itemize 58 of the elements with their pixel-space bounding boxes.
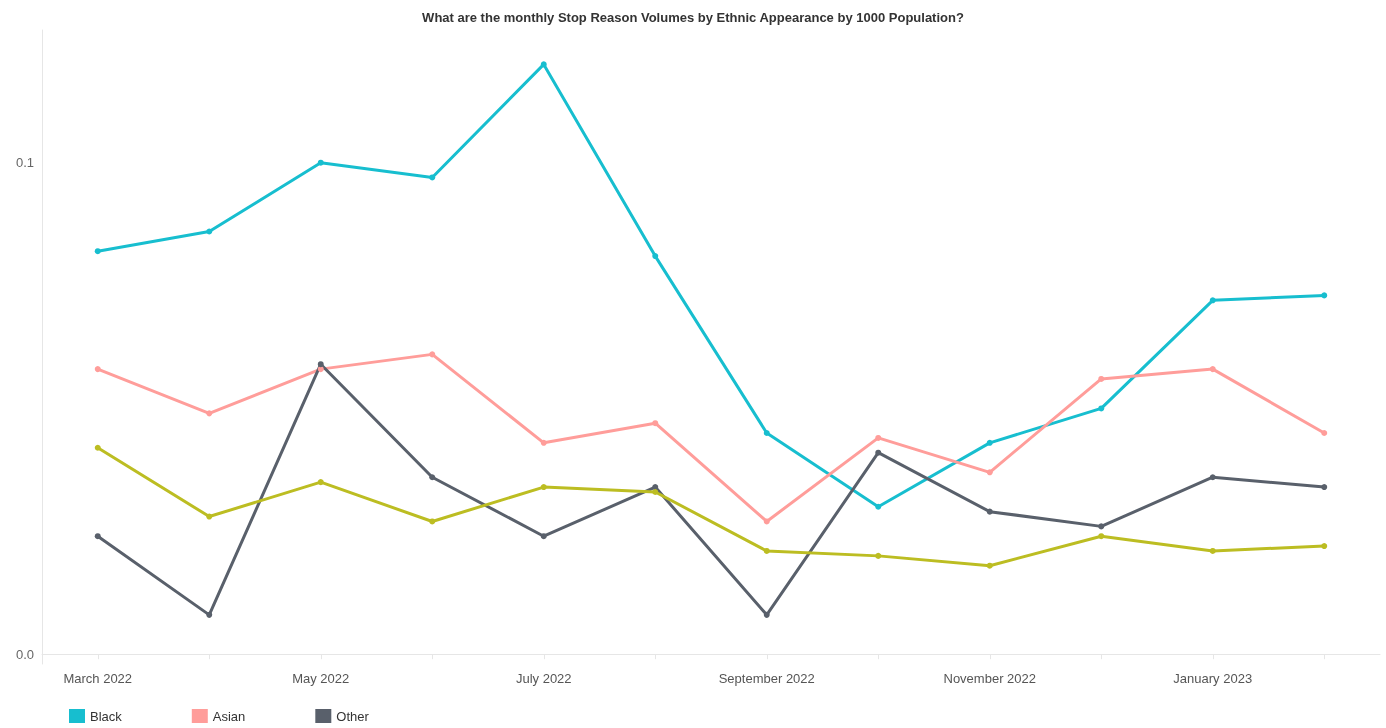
point xyxy=(1321,430,1328,437)
point xyxy=(875,503,882,510)
point xyxy=(429,351,436,358)
point xyxy=(317,479,324,486)
point xyxy=(875,434,882,441)
point xyxy=(94,533,101,540)
point xyxy=(986,508,993,515)
point xyxy=(1098,533,1105,540)
chart-title: What are the monthly Stop Reason Volumes by Ethnic Appearance by 1000 Population? xyxy=(422,10,964,25)
point xyxy=(94,366,101,373)
point xyxy=(1209,297,1216,304)
point xyxy=(763,611,770,618)
point xyxy=(763,430,770,437)
point xyxy=(875,449,882,456)
legend-label: Asian xyxy=(212,708,246,724)
point xyxy=(763,547,770,554)
x-tick-label: September 2022 xyxy=(718,671,815,686)
point xyxy=(1321,292,1328,299)
point xyxy=(317,159,324,166)
point xyxy=(1098,375,1105,382)
point xyxy=(206,228,213,235)
x-tick-label: March 2022 xyxy=(63,671,133,686)
point xyxy=(429,174,436,181)
point xyxy=(986,562,993,569)
x-tick-label: July 2022 xyxy=(515,671,572,686)
point xyxy=(986,469,993,476)
point xyxy=(1321,543,1328,550)
y-tick-label: 0.0 xyxy=(15,646,34,662)
point xyxy=(94,444,101,451)
point xyxy=(429,474,436,481)
point xyxy=(206,513,213,520)
point xyxy=(652,253,659,260)
point xyxy=(652,420,659,427)
point xyxy=(429,518,436,525)
point xyxy=(986,439,993,446)
point xyxy=(540,533,547,540)
y-tick-label: 0.1 xyxy=(15,155,34,171)
point xyxy=(1098,523,1105,530)
point xyxy=(1098,405,1105,412)
point xyxy=(317,361,324,368)
point xyxy=(1321,484,1328,491)
x-tick-label: May 2022 xyxy=(292,671,350,686)
x-tick-label: January 2023 xyxy=(1173,671,1253,686)
point xyxy=(652,488,659,495)
legend-label: Black xyxy=(90,708,123,724)
point xyxy=(1209,547,1216,554)
point xyxy=(540,484,547,491)
x-tick-label: November 2022 xyxy=(943,671,1036,686)
point xyxy=(1209,366,1216,373)
point xyxy=(94,248,101,255)
point xyxy=(540,439,547,446)
point xyxy=(206,611,213,618)
point xyxy=(206,410,213,417)
point xyxy=(1209,474,1216,481)
point xyxy=(763,518,770,525)
point xyxy=(540,61,547,68)
point xyxy=(875,552,882,559)
legend-label: Other xyxy=(336,708,370,724)
